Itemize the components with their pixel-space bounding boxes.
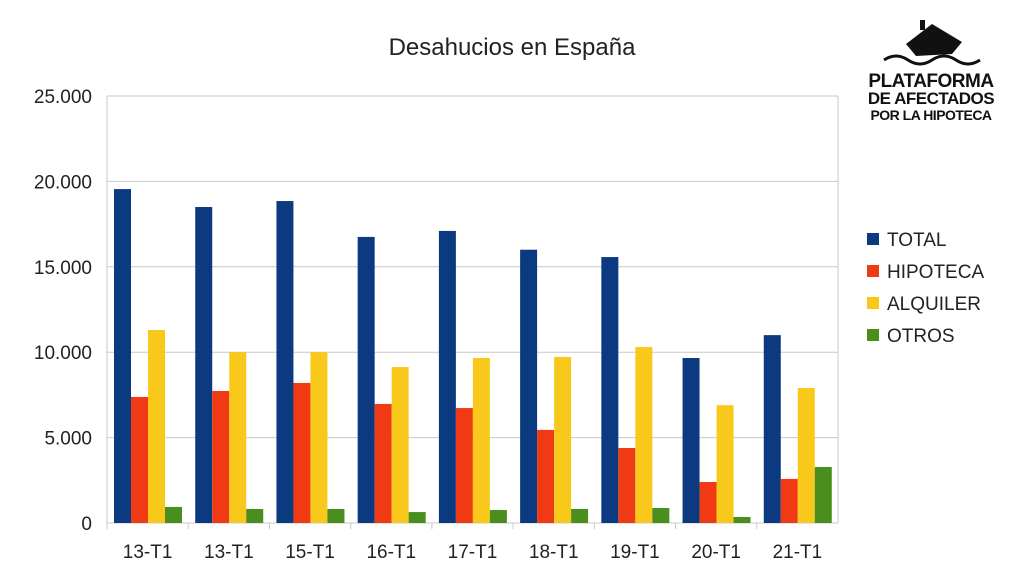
legend-label: ALQUILER [887, 294, 981, 315]
bar-total [601, 257, 619, 523]
x-tick-label: 19-T1 [610, 542, 660, 563]
bar-total [438, 230, 456, 523]
legend-swatch-otros [867, 329, 879, 341]
bar-hipoteca [455, 408, 473, 523]
bar-hipoteca [699, 482, 717, 523]
y-tick-label: 15.000 [34, 258, 92, 279]
x-tick-label: 13-T1 [204, 542, 254, 563]
bar-otros [733, 517, 751, 523]
bar-hipoteca [131, 396, 148, 523]
bar-otros [652, 507, 670, 523]
bar-total [520, 249, 538, 523]
bar-otros [408, 512, 426, 523]
legend-label: HIPOTECA [887, 262, 984, 283]
bar-hipoteca [780, 478, 798, 523]
bar-hipoteca [212, 390, 230, 523]
y-tick-label: 0 [81, 514, 92, 535]
bar-alquiler [635, 347, 653, 523]
legend-swatch-alquiler [867, 297, 879, 309]
bar-hipoteca [618, 448, 636, 523]
bar-otros [571, 508, 589, 523]
bar-total [195, 207, 213, 523]
bar-alquiler [716, 405, 734, 523]
bar-alquiler [310, 352, 328, 523]
legend-label: OTROS [887, 326, 955, 347]
legend-swatch-total [867, 233, 879, 245]
bar-alquiler [472, 358, 490, 523]
bar-hipoteca [293, 382, 311, 523]
y-tick-label: 20.000 [34, 172, 92, 193]
bar-hipoteca [374, 403, 392, 523]
bar-otros [327, 508, 345, 523]
x-tick-label: 21-T1 [773, 542, 823, 563]
flooded-house-icon [883, 20, 981, 66]
paf-logo: PLATAFORMA DE AFECTADOS POR LA HIPOTECA [866, 16, 996, 124]
logo-line-2: DE AFECTADOS [867, 89, 995, 108]
bar-total [357, 236, 375, 523]
x-tick-label: 17-T1 [448, 542, 498, 563]
bar-hipoteca [537, 429, 555, 523]
bar-alquiler [391, 367, 409, 523]
chart-title: Desahucios en España [389, 34, 636, 61]
x-tick-label: 13-T1 [123, 542, 173, 563]
x-tick-label: 15-T1 [285, 542, 335, 563]
legend-label: TOTAL [887, 230, 946, 251]
y-tick-label: 5.000 [44, 429, 92, 450]
bar-otros [814, 466, 832, 523]
x-tick-label: 20-T1 [691, 542, 741, 563]
x-tick-label: 16-T1 [366, 542, 416, 563]
bar-otros [489, 510, 507, 523]
bar-otros [246, 508, 264, 523]
y-tick-label: 10.000 [34, 343, 92, 364]
y-tick-label: 25.000 [34, 87, 92, 108]
bar-alquiler [554, 356, 572, 523]
legend-swatch-hipoteca [867, 265, 879, 277]
bar-total [682, 358, 700, 523]
logo-line-1: PLATAFORMA [868, 71, 994, 92]
bar-alquiler [797, 388, 815, 523]
bar-total [276, 201, 294, 524]
bar-total [114, 189, 131, 523]
bar-alquiler [229, 352, 247, 523]
bar-total [763, 335, 781, 523]
bar-otros [165, 506, 182, 523]
x-tick-label: 18-T1 [529, 542, 579, 563]
logo-line-3: POR LA HIPOTECA [870, 107, 992, 123]
bar-alquiler [148, 329, 165, 523]
